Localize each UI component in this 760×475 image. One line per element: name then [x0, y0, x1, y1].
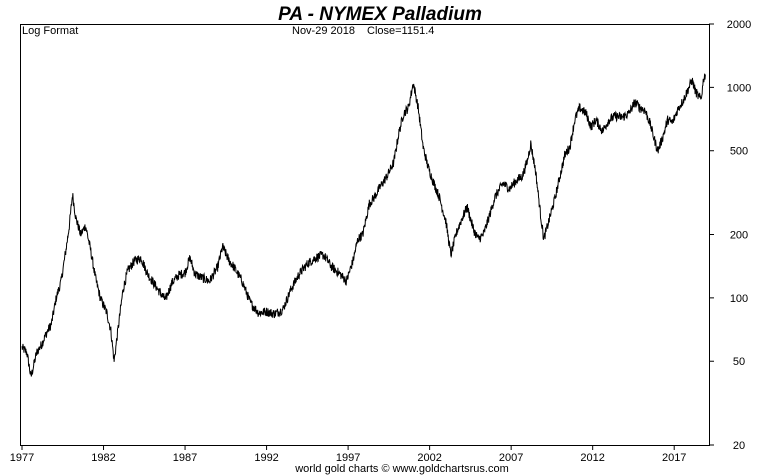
chart-title: PA - NYMEX Palladium	[278, 4, 482, 25]
y-tick-label: 20	[733, 440, 745, 452]
x-tick-label: 2012	[580, 452, 604, 464]
scale-label: Log Format	[22, 25, 78, 37]
x-tick-label: 2007	[499, 452, 523, 464]
x-tick-label: 1992	[254, 452, 278, 464]
x-tick-label: 2002	[417, 452, 441, 464]
x-tick-label: 1987	[173, 452, 197, 464]
x-tick-label: 1977	[10, 452, 34, 464]
last-date-label: Nov-29 2018	[292, 25, 355, 37]
y-tick-label: 1000	[727, 82, 751, 94]
y-tick-label: 500	[730, 146, 748, 158]
y-tick-label: 50	[733, 356, 745, 368]
x-tick-label: 1982	[91, 452, 115, 464]
y-axis: 2000 1000 500 200 100 50 20	[709, 19, 751, 452]
x-tick-label: 1997	[336, 452, 360, 464]
x-axis: 1977 1982 1987 1992 1997 2002 2007 2012 2017	[10, 445, 686, 464]
y-tick-label: 100	[730, 293, 748, 305]
palladium-price-line	[21, 73, 706, 377]
close-label: Close=1151.4	[367, 25, 434, 37]
x-tick-label: 2017	[662, 452, 686, 464]
credit-text: world gold charts © www.goldchartsrus.co…	[294, 463, 509, 475]
y-tick-label: 200	[730, 230, 748, 242]
y-tick-label: 2000	[727, 19, 751, 31]
